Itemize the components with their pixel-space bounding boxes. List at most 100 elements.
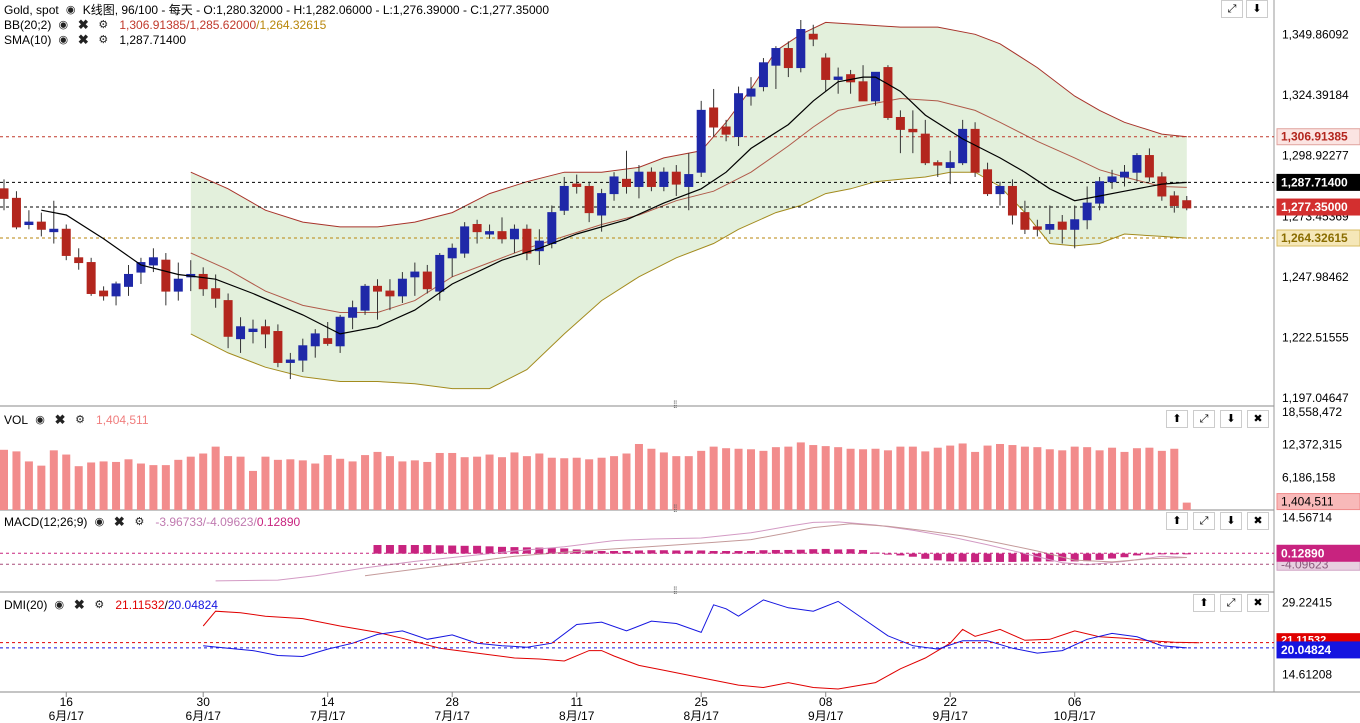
candle-body [111,283,121,297]
candle-body [1182,200,1192,209]
close-icon[interactable]: ✖ [1247,512,1269,530]
volume-bar [410,460,419,510]
volume-bar [211,446,220,510]
volume-bar [49,450,58,510]
eye-icon[interactable]: ◉ [58,18,69,31]
candle-body [360,285,370,311]
candle-body [1095,181,1105,204]
volume-bar [398,461,407,510]
gear-icon[interactable]: ⚙ [75,413,85,426]
dmi-label: 20.04824 [1281,643,1331,657]
x-tick-day: 11 [570,695,583,709]
candle-body [671,171,681,185]
macd-histogram-bar [385,545,394,554]
eye-icon[interactable]: ◉ [54,598,65,611]
volume-bar [796,442,805,510]
candle-body [447,247,457,259]
volume-bar [448,452,457,510]
macd-histogram-bar [410,545,419,554]
gear-icon[interactable]: ⚙ [98,33,109,46]
arrow-down-icon[interactable]: ⬇ [1246,0,1268,18]
eye-icon[interactable]: ◉ [58,33,69,46]
volume-bar [373,451,382,510]
macd-histogram-bar [1095,553,1104,560]
eye-icon[interactable]: ◉ [94,515,105,528]
volume-bar [659,452,668,510]
candle-body [24,221,34,226]
bb-legend: BB(20;2) ◉ ✖ ⚙ 1,306.91385/1,285.62000/1… [4,17,326,32]
volume-bar [522,456,531,510]
volume-bar [473,456,482,510]
close-icon[interactable]: ✖ [73,596,85,612]
x-tick-month: 8月/17 [559,709,595,723]
drag-handle-icon[interactable]: ⁞⁞ [673,504,677,515]
gear-icon[interactable]: ⚙ [134,515,145,528]
volume-bar [896,446,905,510]
candle-body [236,326,246,340]
volume-bar [946,445,955,510]
macd-histogram-bar [958,553,967,562]
expand-icon[interactable]: ⤢ [1221,0,1243,18]
candle-body [310,333,320,347]
dmi-minus-line [203,599,1187,658]
sma-line [41,76,1187,335]
arrow-down-icon[interactable]: ⬇ [1220,512,1242,530]
macd-histogram-bar [684,550,693,554]
close-icon[interactable]: ✖ [77,31,89,47]
macd-histogram-bar [759,550,768,554]
expand-icon[interactable]: ⤢ [1193,410,1215,428]
macd-histogram-bar [821,548,830,554]
dmi-legend: DMI(20) ◉ ✖ ⚙ 21.11532/20.04824 [4,597,218,612]
macd-signal-line [364,523,1187,577]
candle-body [746,88,756,97]
drag-handle-icon[interactable]: ⁞⁞ [673,400,677,411]
volume-bar [572,457,581,510]
dmi-value-a: 21.11532 [115,597,165,612]
volume-bar [697,450,706,510]
volume-bar [361,455,370,510]
macd-histogram-bar [1070,553,1079,562]
candle-body [124,273,133,287]
gear-icon[interactable]: ⚙ [94,598,105,611]
price-label-box [1276,229,1360,247]
arrow-down-icon[interactable]: ⬇ [1220,410,1242,428]
candle-body [547,212,557,245]
candle-body [983,169,993,195]
macd-histogram-bar [1045,553,1054,562]
drag-handle-icon[interactable]: ⁞⁞ [673,586,677,597]
close-icon[interactable]: ✖ [1247,594,1269,612]
eye-icon[interactable]: ◉ [35,413,45,426]
expand-icon[interactable]: ⤢ [1220,594,1242,612]
close-icon[interactable]: ✖ [77,16,89,32]
x-axis: 166月/17306月/17147月/17287月/17118月/17258月/… [49,692,1096,723]
candle-body [1082,202,1092,221]
macd-histogram-bar [448,545,457,554]
arrow-up-icon[interactable]: ⬆ [1193,594,1215,612]
close-icon[interactable]: ✖ [54,411,66,427]
volume-bar [1170,448,1179,510]
expand-icon[interactable]: ⤢ [1193,512,1215,530]
volume-bar [1182,502,1191,510]
close-icon[interactable]: ✖ [113,513,125,529]
volume-bar [759,450,768,510]
candle-body [534,240,544,252]
volume-bar [983,445,992,510]
volume-bar [99,461,108,510]
macd-histogram-bar [796,549,805,554]
arrow-up-icon[interactable]: ⬆ [1166,512,1188,530]
volume-bar [460,457,469,510]
eye-icon[interactable]: ◉ [65,3,76,16]
close-icon[interactable]: ✖ [1247,410,1269,428]
macd-histogram-bar [908,553,917,557]
volume-bar [323,455,332,510]
volume-bar [771,447,780,510]
price-panel: 1,349.860921,324.391841,298.922771,273.4… [0,20,1360,405]
macd-histogram-bar [473,545,482,554]
volume-bar [1145,447,1154,510]
candle-body [497,231,507,240]
volume-bar [971,451,980,510]
arrow-up-icon[interactable]: ⬆ [1166,410,1188,428]
gear-icon[interactable]: ⚙ [98,18,109,31]
volume-bar [585,459,594,510]
volume-bar [908,446,917,510]
